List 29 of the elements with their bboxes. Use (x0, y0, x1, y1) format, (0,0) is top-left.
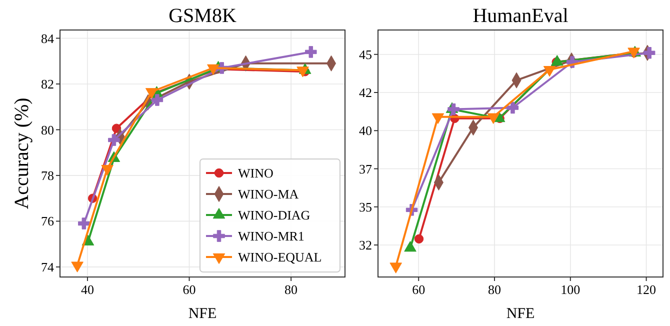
y-tick-label: 82 (41, 76, 54, 92)
x-tick-label: 80 (488, 282, 502, 297)
legend-label: WINO-MA (238, 186, 300, 202)
x-tick-label: 40 (80, 282, 94, 297)
x-tick-label: 80 (284, 282, 298, 297)
y-tick-label: 74 (41, 259, 54, 274)
y-tick-label: 78 (41, 168, 54, 184)
legend-label: WINO-DIAG (238, 208, 310, 223)
y-tick-label: 45 (359, 46, 372, 62)
y-axis-title: Accuracy (%) (11, 98, 33, 210)
chart-title: GSM8K (168, 5, 237, 27)
x-tick-label: 60 (182, 282, 196, 297)
y-tick-label: 35 (359, 199, 372, 214)
y-tick-label: 40 (359, 123, 372, 138)
y-tick-label: 37 (359, 161, 372, 176)
y-tick-label: 32 (359, 238, 372, 253)
chart-title: HumanEval (472, 5, 569, 27)
y-tick-label: 80 (41, 122, 54, 138)
y-tick-label: 76 (41, 214, 54, 229)
x-axis-title: NFE (506, 306, 535, 322)
x-tick-label: 100 (560, 282, 580, 297)
legend-label: WINO-MR1 (238, 228, 304, 244)
legend-label: WINO-EQUAL (238, 250, 322, 265)
x-axis-title: NFE (188, 306, 217, 322)
x-tick-label: 120 (636, 282, 656, 297)
y-tick-label: 84 (41, 30, 54, 46)
x-tick-label: 60 (412, 282, 426, 297)
y-tick-label: 42 (359, 85, 372, 100)
legend-label: WINO (238, 166, 274, 181)
